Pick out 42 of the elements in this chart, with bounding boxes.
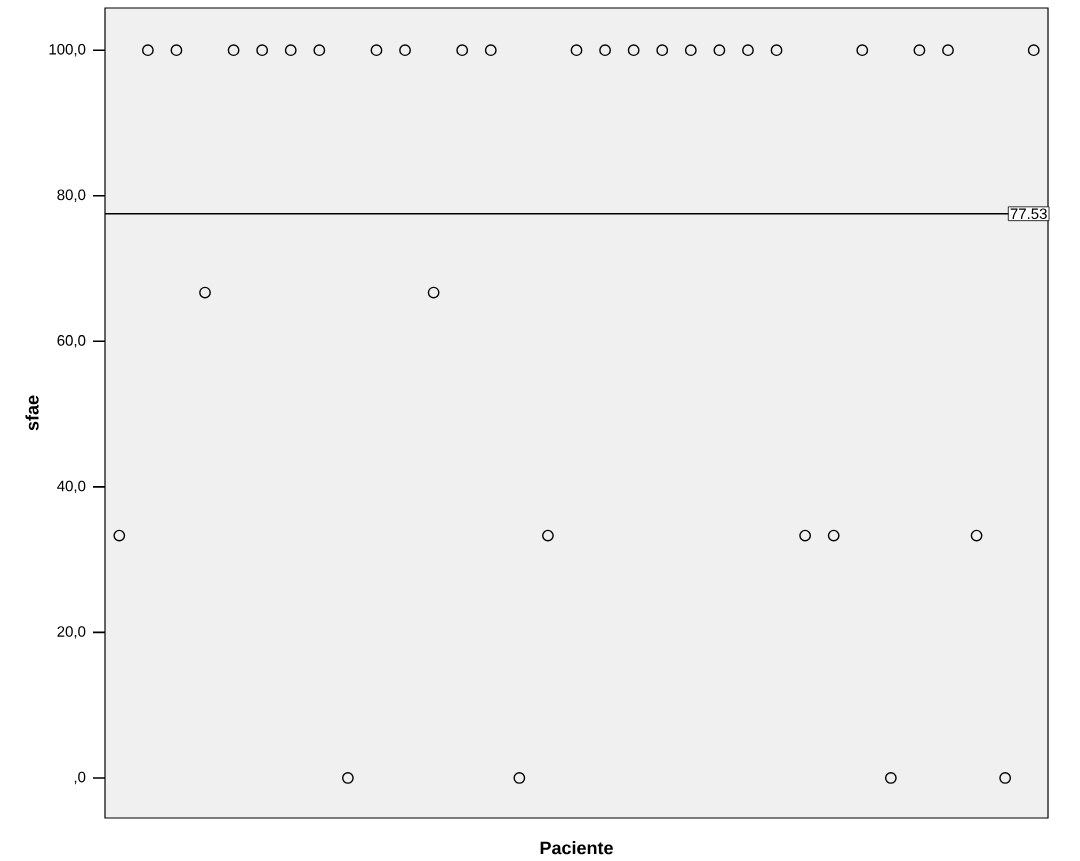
point — [141, 44, 154, 57]
y-tick-label: 100,0 — [49, 44, 86, 57]
point — [770, 44, 783, 57]
point — [170, 44, 183, 57]
point — [427, 286, 440, 299]
y-tick-label: 60,0 — [57, 335, 86, 348]
point — [599, 44, 611, 57]
point — [856, 44, 869, 57]
point — [742, 44, 754, 57]
point — [399, 44, 411, 57]
point — [942, 44, 954, 57]
point — [627, 44, 640, 57]
point — [199, 286, 211, 299]
point — [684, 44, 697, 57]
point — [999, 772, 1012, 784]
point — [1027, 44, 1040, 57]
y-tick-label: 40,0 — [57, 480, 86, 494]
point — [827, 529, 840, 542]
y-tick-label: ,0 — [74, 771, 86, 785]
point — [542, 529, 554, 542]
point — [313, 44, 326, 57]
point — [513, 772, 526, 784]
point — [913, 44, 926, 57]
point — [884, 772, 897, 784]
point — [656, 44, 669, 57]
point — [284, 44, 297, 57]
point — [113, 529, 126, 542]
point — [713, 44, 726, 57]
point — [370, 44, 383, 57]
ref-line-label: 77.53 — [1010, 208, 1047, 220]
point — [227, 44, 240, 57]
x-axis-title: Paciente — [540, 841, 613, 855]
point — [342, 772, 354, 784]
point — [256, 44, 269, 57]
point — [484, 44, 497, 57]
point — [970, 529, 983, 542]
y-tick-label: 20,0 — [57, 626, 86, 639]
point — [456, 44, 469, 57]
y-tick-label: 80,0 — [57, 189, 86, 202]
point — [570, 44, 583, 57]
point — [799, 529, 812, 542]
y-axis-title: sfae — [25, 395, 39, 431]
